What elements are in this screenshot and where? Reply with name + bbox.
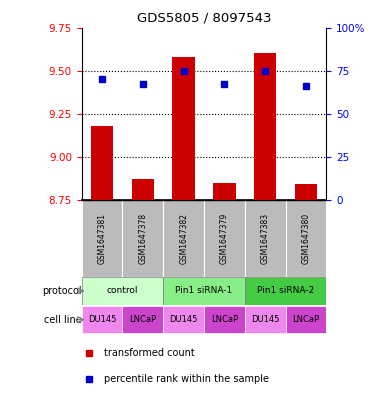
Text: protocol: protocol xyxy=(42,286,82,296)
Bar xyxy=(82,277,163,305)
Bar xyxy=(163,277,245,305)
Bar xyxy=(213,183,236,200)
Text: control: control xyxy=(107,286,138,296)
Bar xyxy=(254,53,276,200)
Bar xyxy=(122,200,163,277)
Bar xyxy=(163,306,204,334)
Text: LNCaP: LNCaP xyxy=(292,315,320,324)
Bar xyxy=(286,306,326,334)
Bar xyxy=(82,306,122,334)
Text: DU145: DU145 xyxy=(251,315,279,324)
Text: LNCaP: LNCaP xyxy=(211,315,238,324)
Bar xyxy=(286,200,326,277)
Bar xyxy=(245,306,286,334)
Text: LNCaP: LNCaP xyxy=(129,315,157,324)
Bar xyxy=(204,306,245,334)
Bar xyxy=(163,200,204,277)
Bar xyxy=(204,200,245,277)
Text: GSM1647383: GSM1647383 xyxy=(261,213,270,264)
Text: DU145: DU145 xyxy=(88,315,116,324)
Text: GSM1647382: GSM1647382 xyxy=(179,213,188,264)
Text: Pin1 siRNA-1: Pin1 siRNA-1 xyxy=(175,286,233,296)
Text: DU145: DU145 xyxy=(170,315,198,324)
Text: cell line: cell line xyxy=(44,315,82,325)
Text: transformed count: transformed count xyxy=(104,348,195,358)
Bar xyxy=(245,277,326,305)
Bar xyxy=(82,200,122,277)
Text: percentile rank within the sample: percentile rank within the sample xyxy=(104,374,269,384)
Bar xyxy=(122,306,163,334)
Bar xyxy=(295,184,317,200)
Bar xyxy=(132,179,154,200)
Bar xyxy=(173,57,195,200)
Title: GDS5805 / 8097543: GDS5805 / 8097543 xyxy=(137,12,271,25)
Bar xyxy=(245,200,286,277)
Text: Pin1 siRNA-2: Pin1 siRNA-2 xyxy=(257,286,314,296)
Text: GSM1647380: GSM1647380 xyxy=(302,213,311,264)
Text: GSM1647378: GSM1647378 xyxy=(138,213,147,264)
Text: GSM1647379: GSM1647379 xyxy=(220,213,229,264)
Bar xyxy=(91,126,113,200)
Text: GSM1647381: GSM1647381 xyxy=(98,213,106,264)
